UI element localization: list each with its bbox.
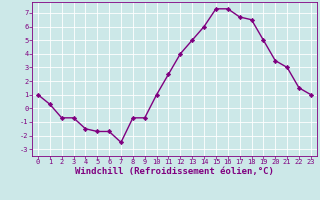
X-axis label: Windchill (Refroidissement éolien,°C): Windchill (Refroidissement éolien,°C) <box>75 167 274 176</box>
